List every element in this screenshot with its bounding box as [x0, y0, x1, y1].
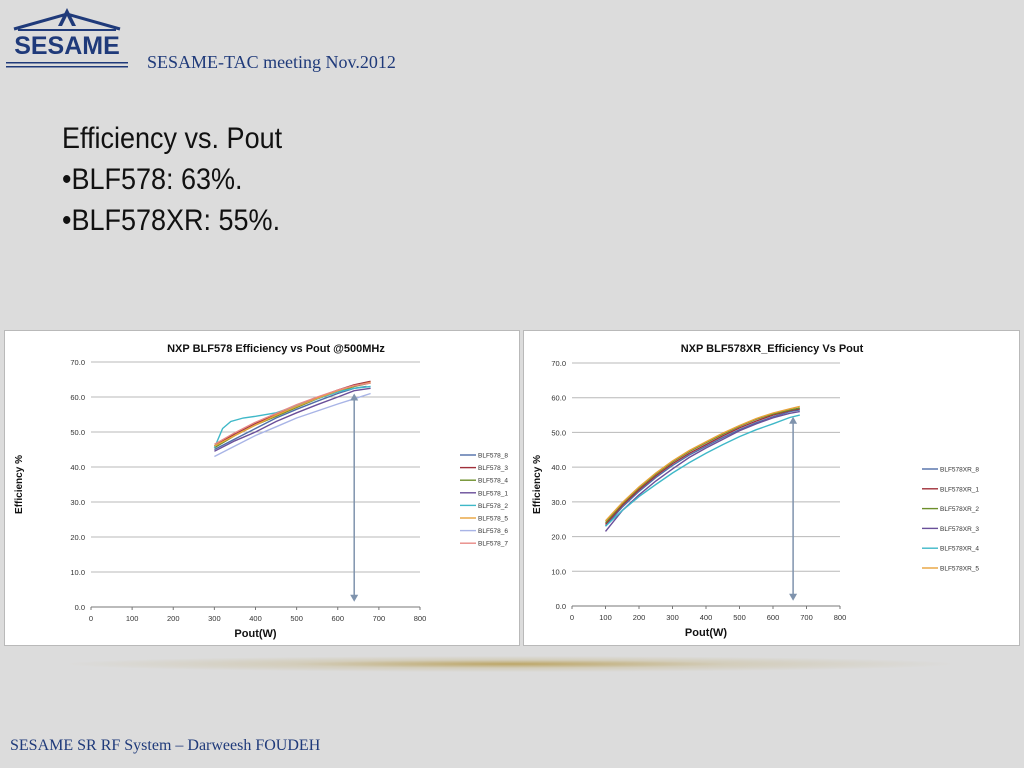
x-tick-label: 300	[208, 614, 221, 623]
x-tick-label: 100	[599, 613, 612, 622]
y-axis-label: Efficiency %	[532, 455, 543, 514]
x-tick-label: 800	[834, 613, 847, 622]
bullet-text-block: Efficiency vs. Pout •BLF578: 63%. •BLF57…	[62, 118, 282, 241]
x-tick-label: 600	[331, 614, 344, 623]
x-tick-label: 0	[89, 614, 93, 623]
y-tick-label: 10.0	[70, 568, 85, 577]
x-tick-label: 700	[800, 613, 813, 622]
decorative-divider	[70, 656, 950, 672]
series-line-blf578_1	[214, 387, 371, 452]
y-tick-label: 50.0	[70, 428, 85, 437]
series-line-blf578xr_4	[605, 414, 800, 527]
legend-label: BLF578_8	[478, 453, 508, 460]
chart-panel-blf578xr: NXP BLF578XR_Efficiency Vs Pout 0.0 10.0 20…	[523, 330, 1020, 646]
x-tick-label: 100	[126, 614, 139, 623]
series-line-blf578_2	[213, 385, 371, 449]
y-tick-label: 60.0	[70, 393, 85, 402]
series-line-blf578xr_8	[604, 409, 800, 527]
bullet-item-blf578: •BLF578: 63%.	[62, 163, 243, 196]
y-tick-label: 30.0	[70, 498, 85, 507]
y-tick-label: 70.0	[70, 358, 85, 367]
y-axis-label: Efficiency %	[14, 455, 25, 514]
x-axis-label: Pout(W)	[234, 628, 276, 640]
x-tick-label: 200	[633, 613, 646, 622]
x-tick-label: 400	[249, 614, 262, 623]
series-line-blf578xr_3	[604, 410, 800, 532]
x-tick-label: 400	[700, 613, 713, 622]
legend-label: BLF578_5	[478, 516, 508, 523]
annotation-arrowhead-up	[350, 393, 359, 401]
legend-label: BLF578XR_4	[940, 546, 979, 553]
legend-label: BLF578_1	[478, 490, 508, 497]
legend-label: BLF578_4	[478, 478, 508, 485]
bullet-heading: Efficiency vs. Pout	[62, 122, 283, 155]
legend-label: BLF578_2	[478, 503, 508, 510]
y-tick-label: 20.0	[551, 533, 566, 542]
x-tick-label: 600	[767, 613, 780, 622]
x-tick-label: 500	[733, 613, 746, 622]
legend-label: BLF578XR_8	[940, 467, 979, 474]
y-tick-label: 0.0	[556, 602, 566, 611]
chart-title: NXP BLF578 Efficiency vs Pout @500MHz	[167, 343, 385, 355]
chart-panel-blf578: NXP BLF578 Efficiency vs Pout @500MHz 0.0…	[4, 330, 520, 646]
y-tick-label: 60.0	[551, 394, 566, 403]
sesame-logo: SESAME	[6, 8, 128, 68]
legend-label: BLF578XR_3	[940, 526, 979, 533]
logo-text: SESAME	[14, 32, 120, 60]
logo-roof-icon	[13, 8, 121, 31]
chart-title: NXP BLF578XR_Efficiency Vs Pout	[681, 343, 864, 355]
series-line-blf578_7	[214, 382, 371, 445]
legend-label: BLF578_7	[478, 541, 508, 548]
footer-text: SESAME SR RF System – Darweesh FOUDEH	[10, 737, 321, 754]
y-tick-label: 40.0	[551, 463, 566, 472]
x-tick-label: 200	[167, 614, 180, 623]
y-tick-label: 10.0	[551, 567, 566, 576]
y-tick-label: 0.0	[75, 603, 85, 612]
annotation-arrowhead-up	[789, 416, 798, 424]
x-tick-label: 0	[570, 613, 574, 622]
legend-label: BLF578XR_5	[940, 566, 979, 573]
y-tick-label: 30.0	[551, 498, 566, 507]
annotation-arrowhead-down	[350, 594, 359, 602]
x-tick-label: 800	[414, 614, 427, 623]
legend-label: BLF578_6	[478, 528, 508, 535]
y-tick-label: 50.0	[551, 428, 566, 437]
legend-label: BLF578XR_1	[940, 486, 979, 493]
legend-label: BLF578_3	[478, 465, 508, 472]
y-tick-label: 20.0	[70, 533, 85, 542]
series-line-blf578xr_2	[604, 407, 800, 524]
series-line-blf578_6	[214, 392, 371, 458]
chart-blf578-efficiency: NXP BLF578 Efficiency vs Pout @500MHz 0.0…	[14, 343, 508, 640]
y-tick-label: 70.0	[551, 359, 566, 368]
x-tick-label: 700	[373, 614, 386, 623]
x-tick-label: 500	[290, 614, 303, 623]
chart-blf578xr-efficiency: NXP BLF578XR_Efficiency Vs Pout 0.0 10.0 20…	[532, 343, 979, 639]
y-tick-label: 40.0	[70, 463, 85, 472]
annotation-arrowhead-down	[789, 593, 798, 601]
x-axis-label: Pout(W)	[685, 627, 727, 639]
bullet-item-blf578xr: •BLF578XR: 55%.	[62, 204, 281, 237]
series-line-blf578xr_5	[604, 405, 800, 522]
header-title: SESAME-TAC meeting Nov.2012	[147, 52, 396, 72]
series-line-blf578xr_1	[604, 408, 800, 525]
x-tick-label: 300	[666, 613, 679, 622]
legend-label: BLF578XR_2	[940, 506, 979, 513]
